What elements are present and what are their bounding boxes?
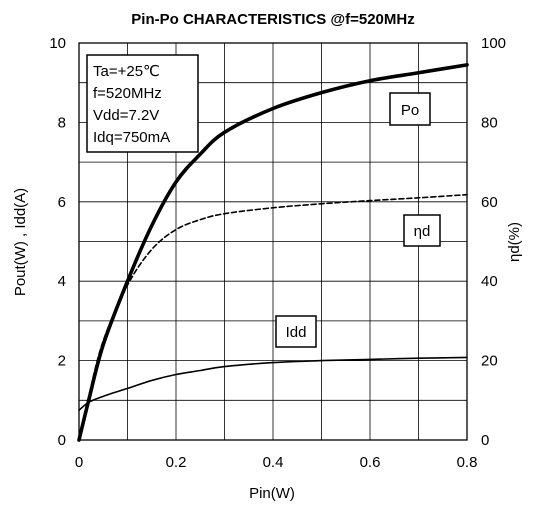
chart-title: Pin-Po CHARACTERISTICS @f=520MHz — [131, 11, 414, 28]
y-axis-label: Pout(W) , Idd(A) — [12, 188, 29, 296]
series-line-etad — [78, 193, 468, 441]
y2-tick-label: 40 — [481, 273, 498, 290]
y2-tick-label: 80 — [481, 114, 498, 131]
y-tick-label: 10 — [49, 35, 66, 52]
series-label-idd-text: Idd — [286, 324, 307, 341]
x-tick-label: 0 — [75, 454, 83, 471]
x-tick-label: 0.2 — [166, 454, 187, 471]
condition-temperature: Ta=+25℃ — [93, 63, 160, 80]
x-tick-label: 0.4 — [263, 454, 284, 471]
series-label-etad: ηd — [403, 214, 441, 247]
conditions-box: Ta=+25℃ f=520MHz Vdd=7.2V Idq=750mA — [86, 54, 199, 153]
series-label-po-text: Po — [401, 102, 419, 119]
y2-tick-label: 20 — [481, 353, 498, 370]
x-tick-label: 0.8 — [457, 454, 478, 471]
plot-frame — [78, 42, 468, 441]
series-label-idd-frame — [275, 315, 317, 348]
series-label-etad-text: ηd — [414, 223, 431, 240]
series-layer — [77, 63, 469, 442]
y2-tick-label: 60 — [481, 194, 498, 211]
y-tick-label: 2 — [58, 353, 66, 370]
y2-axis-label: ηd(%) — [506, 222, 523, 262]
series-line-idd — [78, 356, 468, 412]
y2-tick-label: 0 — [481, 432, 489, 449]
condition-vdd: Vdd=7.2V — [93, 107, 159, 124]
y-tick-label: 6 — [58, 194, 66, 211]
conditions-box-frame — [86, 54, 199, 153]
series-label-idd: Idd — [275, 315, 317, 348]
series-label-po-frame — [389, 92, 431, 126]
y2-tick-label: 100 — [481, 35, 506, 52]
series-line-po — [77, 63, 469, 442]
y-tick-label: 4 — [58, 273, 66, 290]
x-axis-label: Pin(W) — [249, 485, 295, 502]
x-tick-label: 0.6 — [360, 454, 381, 471]
y-tick-label: 8 — [58, 114, 66, 131]
y-tick-label: 0 — [58, 432, 66, 449]
condition-frequency: f=520MHz — [93, 85, 162, 102]
series-label-po: Po — [389, 92, 431, 126]
series-label-etad-frame — [403, 214, 441, 247]
condition-idq: Idq=750mA — [93, 129, 170, 146]
